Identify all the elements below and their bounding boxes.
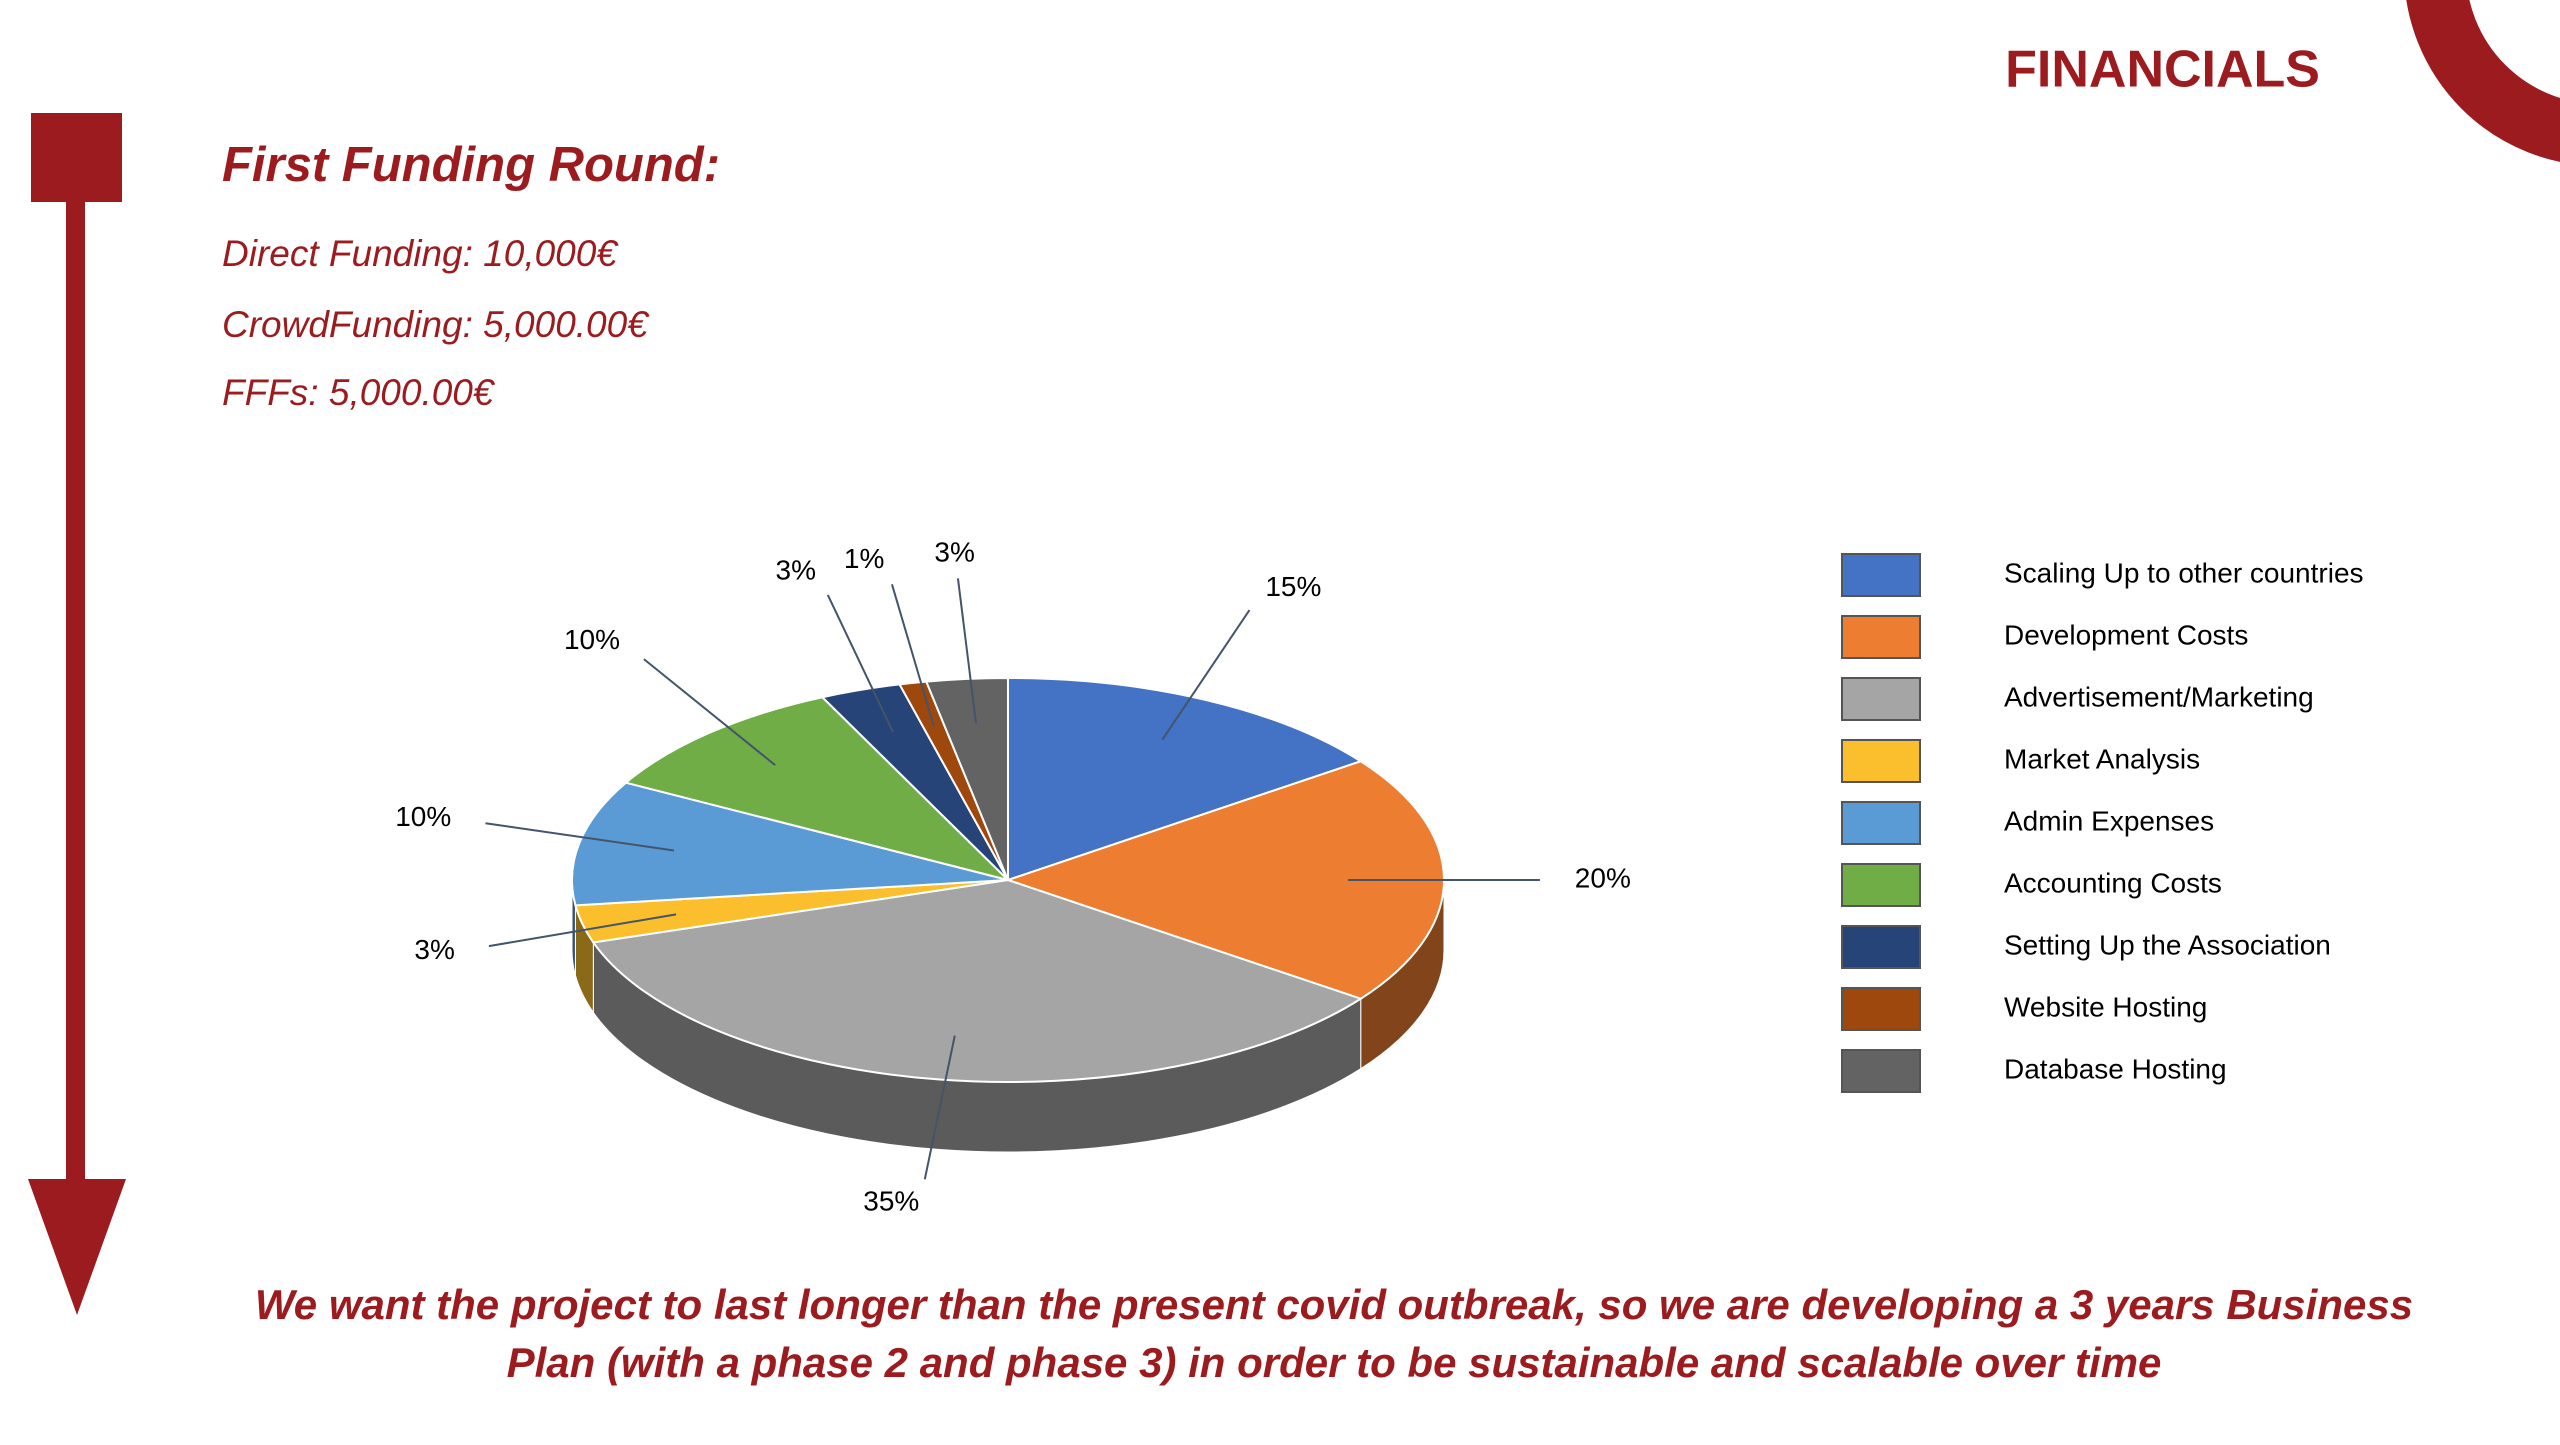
footer-text: Plan (with a phase 2 and phase 3) in ord… — [507, 1339, 2162, 1386]
legend-swatch — [1841, 987, 1921, 1031]
legend-swatch — [1841, 615, 1921, 659]
slice — [623, 696, 1012, 882]
leader-line — [956, 578, 977, 724]
data-label: 15% — [1265, 571, 1321, 602]
corner-arc — [2406, 0, 2560, 162]
legend-label: Development Costs — [2004, 619, 2248, 650]
leader-line — [923, 1035, 956, 1180]
leader-line — [826, 594, 894, 733]
legend-swatch — [1841, 739, 1921, 783]
data-label: 3% — [414, 934, 454, 965]
legend-label: Advertisement/Marketing — [2004, 681, 2314, 712]
footer-text: We want the project to last longer than … — [255, 1281, 2413, 1328]
slide-title: FINANCIALS — [2005, 41, 2320, 99]
data-label: 20% — [1575, 862, 1631, 893]
leader-line — [643, 658, 776, 766]
slice — [1007, 676, 1364, 882]
data-label: 35% — [863, 1186, 919, 1217]
legend-label: Database Hosting — [2004, 1053, 2227, 1084]
slice — [591, 878, 1364, 1083]
pie-chart: 15% 20% 35% 3% 10% 10% 3% 1% 3% Scaling Up to oth… — [395, 537, 2363, 1217]
legend-swatch — [1841, 801, 1921, 845]
arrow-head — [28, 1179, 126, 1315]
data-label: 3% — [776, 554, 816, 585]
arrow-shaft — [66, 202, 85, 1187]
legend-swatch — [1841, 863, 1921, 907]
leader-line — [485, 822, 675, 852]
funding-title: First Funding Round: — [222, 138, 720, 192]
data-label: 3% — [934, 537, 974, 568]
leader-line — [891, 584, 935, 727]
legend-swatch — [1841, 1049, 1921, 1093]
slice — [571, 781, 1009, 907]
legend-swatch — [1841, 925, 1921, 969]
legend-label: Market Analysis — [2004, 743, 2200, 774]
legend-label: Scaling Up to other countries — [2004, 557, 2364, 588]
arrow-head-box — [31, 113, 122, 202]
legend-label: Setting Up the Association — [2004, 929, 2331, 960]
legend-label: Accounting Costs — [2004, 867, 2222, 898]
legend-swatch — [1841, 677, 1921, 721]
funding-item: CrowdFunding: 5,000.00€ — [222, 304, 650, 345]
legend-label: Website Hosting — [2004, 991, 2207, 1022]
funding-item: FFFs: 5,000.00€ — [222, 372, 496, 413]
leader-line — [488, 913, 677, 948]
legend-swatch — [1841, 553, 1921, 597]
slice — [924, 676, 1009, 881]
funding-item: Direct Funding: 10,000€ — [222, 233, 619, 274]
leader-line — [1161, 609, 1251, 741]
data-label: 10% — [564, 624, 620, 655]
data-label: 1% — [844, 543, 884, 574]
legend-label: Admin Expenses — [2004, 805, 2214, 836]
data-label: 10% — [395, 801, 451, 832]
